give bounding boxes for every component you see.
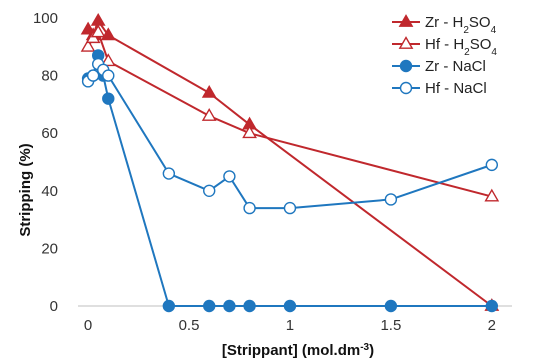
y-tick-label: 100 [33, 10, 58, 27]
data-point [484, 188, 500, 202]
x-axis-title-tail: ) [369, 342, 374, 359]
data-point [201, 108, 217, 121]
data-point [242, 125, 257, 139]
data-point [201, 84, 217, 98]
legend-label: Zr - H2SO4 [425, 14, 497, 36]
legend-label: Hf - H2SO4 [425, 36, 497, 58]
x-tick-label: 1 [286, 317, 294, 334]
y-axis-title: Stripping (%) [17, 143, 34, 236]
data-point [485, 299, 499, 313]
data-point [102, 92, 115, 105]
series-layer [80, 12, 500, 313]
y-tick-label: 60 [41, 125, 58, 142]
data-point [243, 299, 256, 313]
data-point [384, 299, 398, 313]
y-tick-label: 0 [50, 298, 58, 315]
x-axis-title-text: [Strippant] (mol.dm [222, 342, 360, 359]
data-point [243, 201, 256, 215]
legend-item-2: Hf - H2SO4 [392, 36, 497, 58]
data-point [162, 299, 176, 313]
data-point [86, 69, 100, 82]
data-point [162, 167, 176, 180]
series-4 [81, 57, 499, 215]
y-axis-title-text: Stripping (%) [17, 143, 34, 236]
y-tick-label: 20 [41, 240, 58, 257]
x-tick-label: 0.5 [179, 317, 200, 334]
x-axis-title-unit-exponent: -3 [360, 342, 369, 353]
data-point [100, 53, 116, 67]
x-tick-labels: 0 0.5 1 1.5 2 [84, 317, 496, 334]
data-point [283, 299, 297, 313]
legend-marker [399, 81, 413, 95]
legend-marker [399, 59, 413, 73]
legend-label: Hf - NaCl [425, 80, 487, 97]
data-point [102, 69, 115, 82]
y-tick-label: 40 [41, 183, 58, 200]
data-point [283, 201, 297, 215]
legend-marker [398, 14, 414, 27]
legend-item-3: Zr - NaCl [392, 58, 486, 75]
x-axis-title: [Strippant] (mol.dm-3) [222, 342, 374, 360]
data-point [223, 299, 236, 313]
x-tick-label: 0 [84, 317, 92, 334]
legend-marker [398, 36, 414, 49]
series-2 [80, 24, 500, 202]
data-point [485, 158, 499, 172]
data-point [203, 299, 216, 313]
data-point [90, 12, 106, 26]
x-tick-label: 2 [488, 317, 496, 334]
data-point [80, 38, 96, 52]
x-tick-label: 1.5 [380, 317, 401, 334]
y-tick-label: 80 [41, 68, 58, 85]
data-point [223, 170, 236, 183]
data-point [90, 24, 106, 38]
legend-label: Zr - NaCl [425, 58, 486, 75]
legend-item-4: Hf - NaCl [392, 80, 487, 97]
data-point [384, 193, 398, 206]
y-tick-labels: 0 20 40 60 80 100 [33, 10, 58, 315]
data-point [203, 184, 216, 198]
legend-item-1: Zr - H2SO4 [392, 14, 497, 36]
